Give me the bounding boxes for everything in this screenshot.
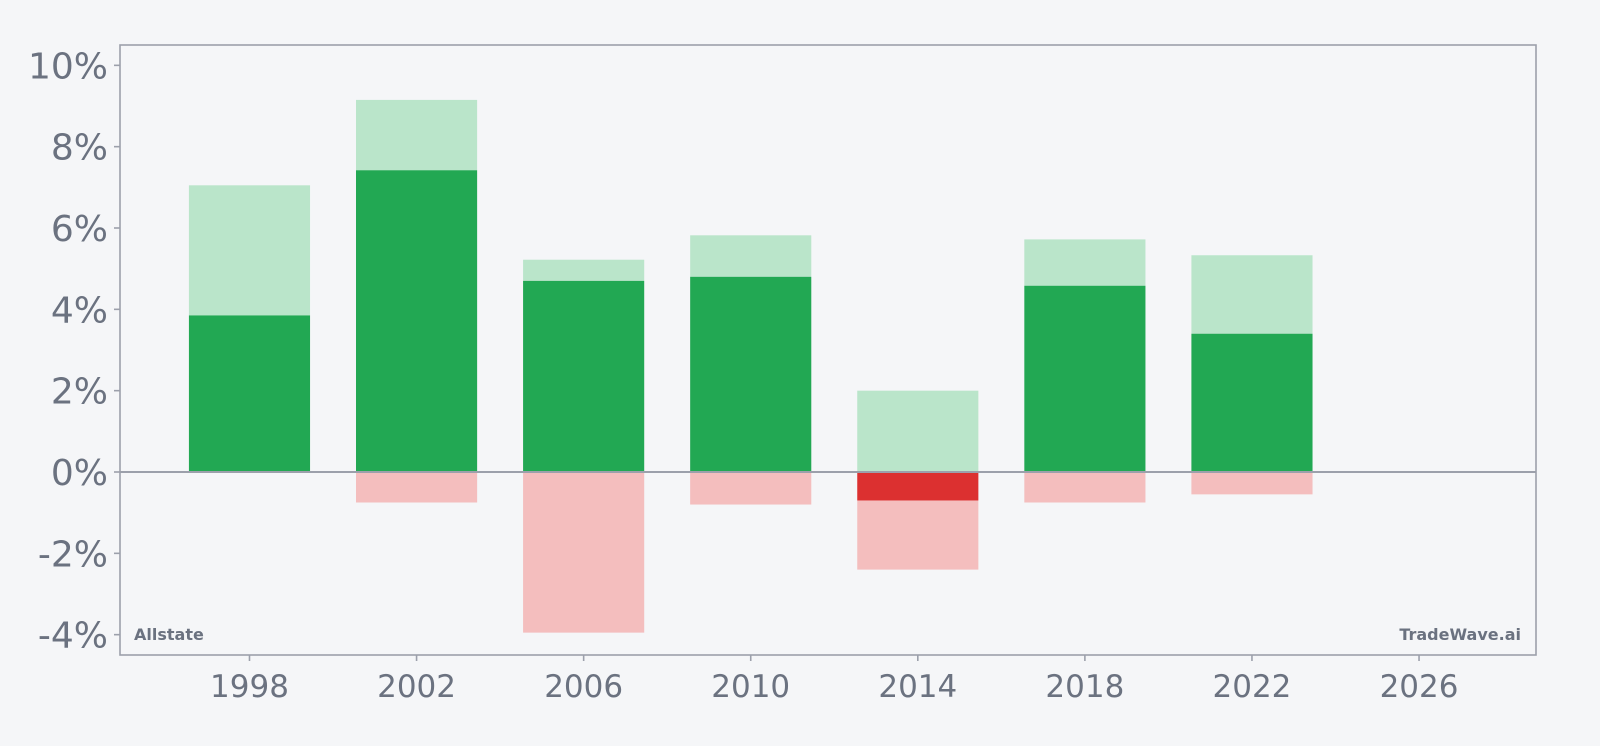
brand-label: TradeWave.ai (1399, 625, 1521, 644)
bar-actual-2010 (690, 276, 812, 472)
x-tick-label: 2026 (1380, 669, 1459, 705)
bar-actual-2006 (523, 280, 645, 472)
bar-range-negative-2010 (690, 472, 812, 505)
bar-range-positive-2002 (356, 99, 478, 171)
x-tick-label: 2014 (878, 669, 957, 705)
y-tick-label: 2% (51, 372, 108, 413)
company-label: Allstate (134, 625, 204, 644)
x-tick-label: 2018 (1045, 669, 1124, 705)
bar-range-negative-2002 (356, 472, 478, 503)
y-tick-label: 0% (51, 453, 108, 494)
bar-actual-2002 (356, 170, 478, 472)
bar-range-negative-2014 (857, 500, 979, 570)
bar-actual-1998 (188, 315, 311, 472)
y-tick-label: 6% (51, 209, 108, 250)
axes-layer: -4% -2% 0% 2% 4% 6% 8% 10% 1998 2002 2006 2010 2014 2… (28, 44, 1537, 705)
bars-layer (188, 99, 1313, 633)
bar-actual-2022 (1191, 333, 1313, 472)
plot-frame (119, 44, 1537, 656)
bar-range-positive-2022 (1191, 255, 1313, 334)
bar-range-negative-2022 (1191, 472, 1313, 495)
bar-actual-2018 (1024, 285, 1146, 472)
x-tick-label: 2002 (377, 669, 456, 705)
x-tick-label: 1998 (210, 669, 289, 705)
y-tick-label: -4% (38, 616, 108, 657)
bar-range-positive-2018 (1024, 239, 1146, 286)
x-tick-label: 2010 (711, 669, 790, 705)
y-tick-label: -2% (38, 534, 108, 575)
y-tick-label: 4% (51, 290, 108, 331)
bar-actual-2014 (857, 472, 979, 501)
x-tick-label: 2022 (1213, 669, 1292, 705)
bar-range-positive-1998 (188, 185, 311, 316)
bar-range-positive-2010 (690, 235, 812, 277)
bar-range-negative-2018 (1024, 472, 1146, 503)
y-tick-label: 8% (51, 128, 108, 169)
bar-range-positive-2014 (857, 390, 979, 472)
bar-range-negative-2006 (523, 472, 645, 633)
y-tick-label: 10% (28, 46, 108, 87)
x-tick-label: 2006 (544, 669, 623, 705)
bar-range-positive-2006 (523, 259, 645, 281)
